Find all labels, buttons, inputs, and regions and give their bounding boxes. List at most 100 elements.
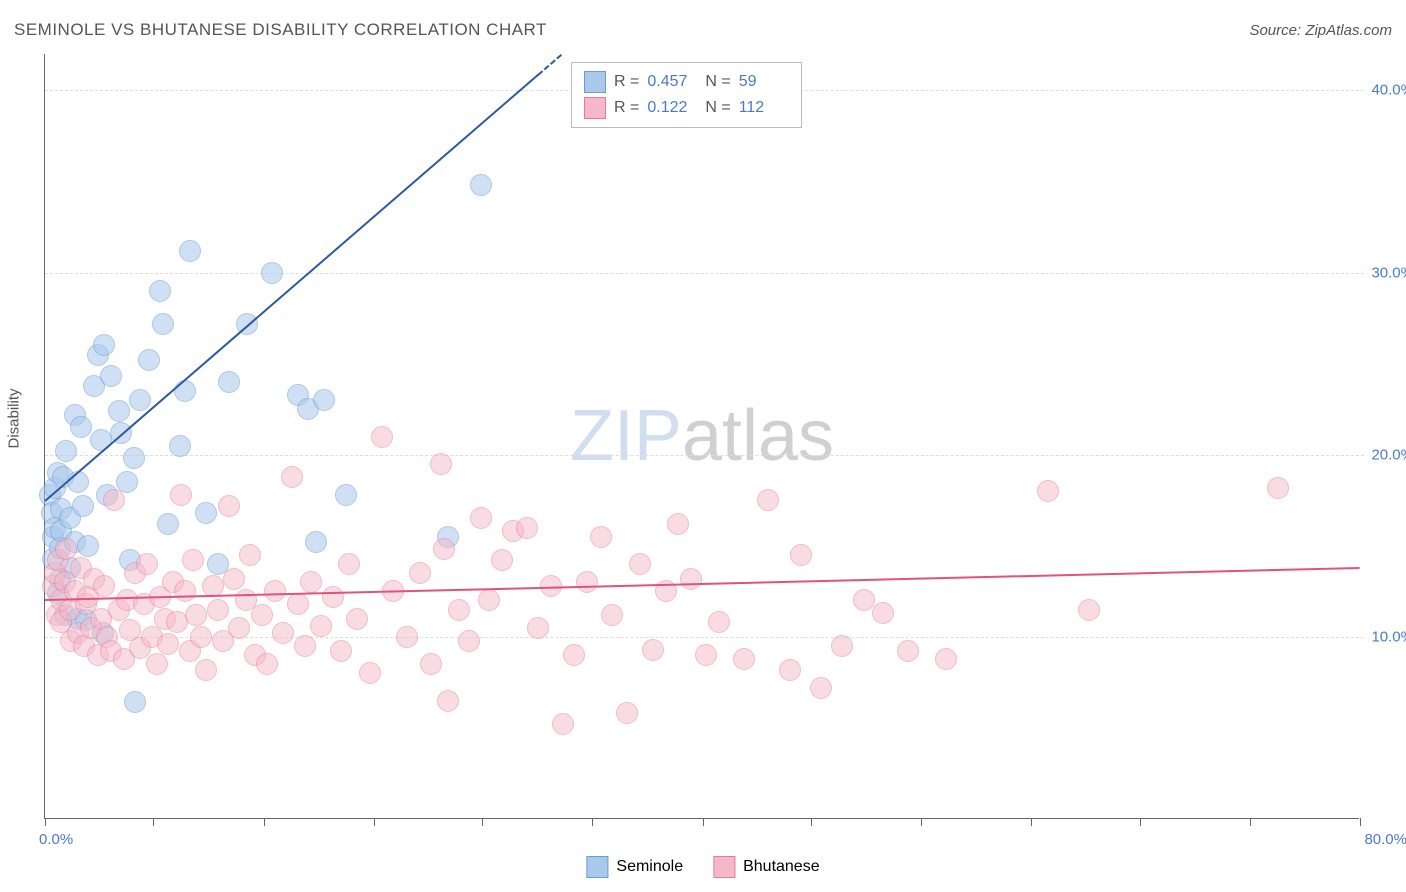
x-tick bbox=[592, 818, 593, 826]
x-tick bbox=[1140, 818, 1141, 826]
data-point-seminole bbox=[93, 334, 115, 356]
data-point-bhutanese bbox=[251, 604, 273, 626]
data-point-bhutanese bbox=[281, 466, 303, 488]
data-point-bhutanese bbox=[433, 538, 455, 560]
data-point-bhutanese bbox=[779, 659, 801, 681]
grid-line bbox=[45, 455, 1364, 456]
data-point-bhutanese bbox=[935, 648, 957, 670]
data-point-seminole bbox=[179, 240, 201, 262]
stats-legend-row: R = 0.122 N = 112 bbox=[584, 95, 789, 121]
x-tick bbox=[374, 818, 375, 826]
y-tick-label: 30.0% bbox=[1371, 264, 1406, 281]
x-tick bbox=[811, 818, 812, 826]
x-tick-label-left: 0.0% bbox=[39, 831, 73, 848]
data-point-bhutanese bbox=[667, 513, 689, 535]
stats-r-label: R = bbox=[614, 99, 639, 117]
stats-legend: R =0.457N =59R =0.122N =112 bbox=[571, 62, 802, 128]
stats-n-value: 112 bbox=[739, 99, 789, 117]
data-point-bhutanese bbox=[629, 553, 651, 575]
data-point-bhutanese bbox=[338, 553, 360, 575]
data-point-bhutanese bbox=[695, 644, 717, 666]
chart-source: Source: ZipAtlas.com bbox=[1249, 22, 1392, 39]
data-point-bhutanese bbox=[790, 544, 812, 566]
data-point-bhutanese bbox=[576, 571, 598, 593]
data-point-seminole bbox=[157, 513, 179, 535]
data-point-bhutanese bbox=[733, 648, 755, 670]
legend-swatch-seminole bbox=[586, 856, 608, 878]
data-point-seminole bbox=[108, 400, 130, 422]
data-point-bhutanese bbox=[300, 571, 322, 593]
data-point-bhutanese bbox=[872, 602, 894, 624]
data-point-seminole bbox=[55, 440, 77, 462]
data-point-bhutanese bbox=[437, 690, 459, 712]
data-point-bhutanese bbox=[359, 662, 381, 684]
data-point-seminole bbox=[70, 416, 92, 438]
data-point-bhutanese bbox=[256, 653, 278, 675]
data-point-seminole bbox=[138, 349, 160, 371]
data-point-bhutanese bbox=[491, 549, 513, 571]
data-point-bhutanese bbox=[371, 426, 393, 448]
legend-label-bhutanese: Bhutanese bbox=[743, 858, 820, 876]
data-point-bhutanese bbox=[430, 453, 452, 475]
stats-legend-row: R =0.457N =59 bbox=[584, 69, 789, 95]
legend-item-bhutanese: Bhutanese bbox=[713, 856, 820, 878]
data-point-bhutanese bbox=[552, 713, 574, 735]
trend-line-dash-seminole bbox=[537, 54, 561, 76]
data-point-seminole bbox=[123, 447, 145, 469]
data-point-seminole bbox=[149, 280, 171, 302]
data-point-bhutanese bbox=[185, 604, 207, 626]
data-point-bhutanese bbox=[396, 626, 418, 648]
data-point-bhutanese bbox=[563, 644, 585, 666]
data-point-bhutanese bbox=[346, 608, 368, 630]
data-point-bhutanese bbox=[239, 544, 261, 566]
data-point-bhutanese bbox=[310, 615, 332, 637]
stats-r-value: 0.122 bbox=[647, 99, 697, 117]
data-point-bhutanese bbox=[103, 489, 125, 511]
data-point-bhutanese bbox=[1078, 599, 1100, 621]
x-tick bbox=[1031, 818, 1032, 826]
data-point-bhutanese bbox=[264, 580, 286, 602]
data-point-bhutanese bbox=[228, 617, 250, 639]
stats-n-label: N = bbox=[705, 99, 730, 117]
data-point-bhutanese bbox=[330, 640, 352, 662]
stats-n-value: 59 bbox=[739, 73, 789, 91]
data-point-bhutanese bbox=[272, 622, 294, 644]
legend-label-seminole: Seminole bbox=[616, 858, 683, 876]
data-point-bhutanese bbox=[470, 507, 492, 529]
grid-line bbox=[45, 273, 1364, 274]
data-point-bhutanese bbox=[409, 562, 431, 584]
data-point-bhutanese bbox=[420, 653, 442, 675]
x-tick bbox=[482, 818, 483, 826]
stats-swatch bbox=[584, 71, 606, 93]
data-point-bhutanese bbox=[136, 553, 158, 575]
data-point-seminole bbox=[305, 531, 327, 553]
y-axis-label: Disability bbox=[6, 388, 23, 448]
data-point-bhutanese bbox=[174, 580, 196, 602]
legend-swatch-bhutanese bbox=[713, 856, 735, 878]
data-point-bhutanese bbox=[757, 489, 779, 511]
stats-r-label: R = bbox=[614, 73, 639, 91]
data-point-bhutanese bbox=[55, 538, 77, 560]
x-tick bbox=[921, 818, 922, 826]
x-tick bbox=[703, 818, 704, 826]
data-point-bhutanese bbox=[478, 589, 500, 611]
x-tick-label-right: 80.0% bbox=[1364, 831, 1406, 848]
data-point-bhutanese bbox=[810, 677, 832, 699]
data-point-seminole bbox=[152, 313, 174, 335]
bottom-legend: Seminole Bhutanese bbox=[586, 856, 819, 878]
data-point-bhutanese bbox=[1037, 480, 1059, 502]
data-point-seminole bbox=[470, 174, 492, 196]
data-point-bhutanese bbox=[93, 575, 115, 597]
data-point-bhutanese bbox=[448, 599, 470, 621]
watermark-zip: ZIP bbox=[570, 396, 682, 476]
data-point-bhutanese bbox=[207, 599, 229, 621]
x-tick bbox=[264, 818, 265, 826]
data-point-seminole bbox=[100, 365, 122, 387]
data-point-bhutanese bbox=[831, 635, 853, 657]
x-tick bbox=[45, 818, 46, 826]
data-point-seminole bbox=[90, 429, 112, 451]
data-point-bhutanese bbox=[146, 653, 168, 675]
x-tick bbox=[1250, 818, 1251, 826]
chart-header: SEMINOLE VS BHUTANESE DISABILITY CORRELA… bbox=[14, 20, 1392, 40]
x-tick bbox=[153, 818, 154, 826]
